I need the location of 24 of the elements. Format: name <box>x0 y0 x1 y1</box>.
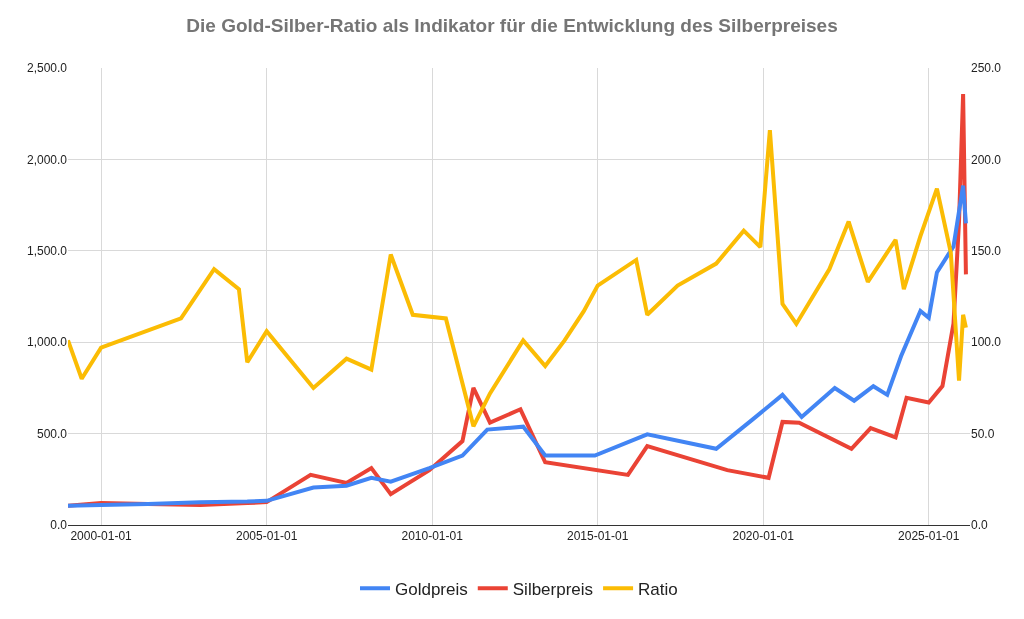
x-tick-label: 2000-01-01 <box>70 529 133 544</box>
y2-tick-label: 50.0 <box>971 426 995 441</box>
y2-tick-label: 250.0 <box>971 61 1002 76</box>
x-tick-label: 2020-01-01 <box>732 529 795 544</box>
y-tick-label: 1,000.0 <box>26 335 68 350</box>
y2-tick-label: 150.0 <box>971 244 1002 258</box>
x-tick-label: 2025-01-01 <box>898 529 960 544</box>
y-tick-label: 0.0 <box>50 518 68 533</box>
x-tick-label: 2015-01-01 <box>566 529 629 544</box>
y-tick-label: 1,500.0 <box>26 244 68 258</box>
y-tick-label: 500.0 <box>36 426 68 441</box>
x-tick-label: 2010-01-01 <box>401 529 464 544</box>
y-tick-label: 2,500.0 <box>26 61 68 76</box>
chart-title: Die Gold-Silber-Ratio als Indikator für die Entwicklung des Silberpreises <box>186 14 838 36</box>
y2-tick-label: 200.0 <box>971 152 1002 167</box>
legend-label: Silberpreis <box>512 579 594 599</box>
y2-tick-label: 100.0 <box>971 335 1002 350</box>
line-series <box>68 128 968 429</box>
legend-label: Ratio <box>638 579 678 599</box>
line-series <box>68 183 968 508</box>
y-tick-label: 2,000.0 <box>26 152 68 167</box>
x-tick-label: 2005-01-01 <box>235 529 298 544</box>
y2-tick-label: 0.0 <box>971 518 989 533</box>
legend-label: Goldpreis <box>395 579 468 599</box>
